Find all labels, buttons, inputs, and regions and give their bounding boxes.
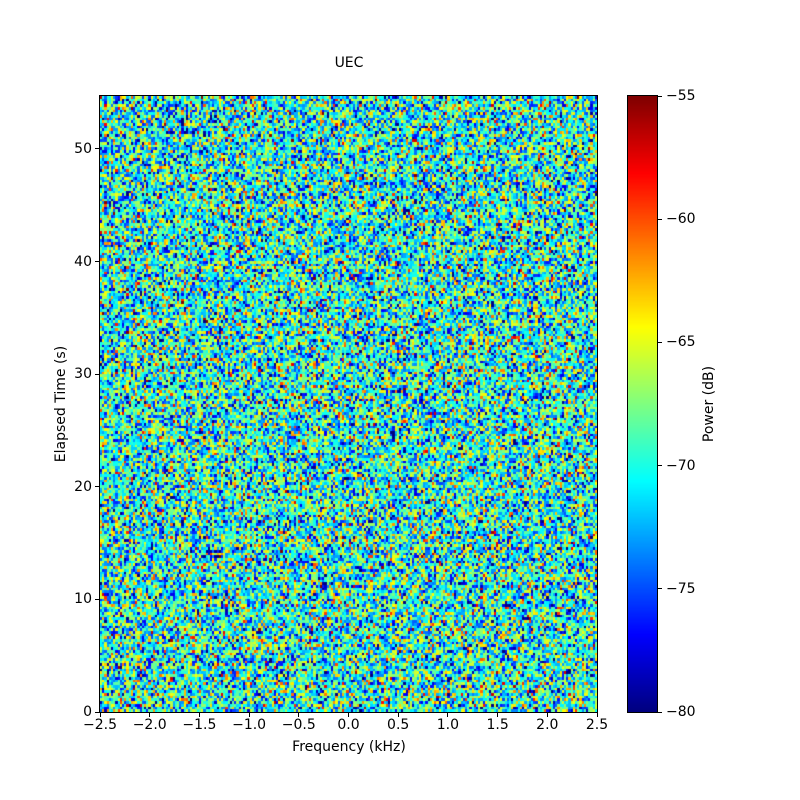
y-tick-label: 50	[74, 140, 92, 157]
x-tick-mark	[99, 713, 101, 717]
y-tick-mark	[95, 261, 99, 263]
x-tick-mark	[149, 713, 151, 717]
x-axis-label: Frequency (kHz)	[292, 739, 406, 755]
x-tick-label: 0.5	[387, 717, 410, 733]
y-tick-label: 40	[74, 253, 92, 270]
colorbar-tick-label: −65	[666, 334, 696, 351]
x-tick-mark	[497, 713, 499, 717]
x-tick-mark	[198, 713, 200, 717]
colorbar-tick-mark	[658, 465, 662, 467]
x-tick-label: −1.5	[182, 717, 217, 733]
y-tick-mark	[95, 373, 99, 375]
colorbar-tick-label: −55	[666, 88, 696, 104]
x-tick-mark	[397, 713, 399, 717]
colorbar-tick-label: −80	[666, 704, 696, 720]
x-tick-mark	[348, 713, 349, 717]
x-tick-mark	[248, 713, 250, 717]
spectrogram-heatmap-canvas	[100, 96, 597, 712]
y-tick-mark	[95, 148, 99, 150]
y-tick-label: 10	[74, 591, 92, 608]
colorbar-tick-mark	[658, 95, 662, 97]
colorbar-label: Power (dB)	[701, 365, 717, 443]
colorbar-tick-mark	[658, 218, 662, 220]
y-axis-label: Elapsed Time (s)	[53, 345, 69, 463]
x-tick-mark	[546, 713, 548, 717]
x-tick-label: −1.0	[232, 717, 267, 733]
x-tick-label: −2.5	[83, 717, 117, 733]
colorbar-tick-mark	[658, 341, 662, 343]
colorbar-tick-label: −70	[666, 457, 696, 474]
y-tick-label: 0	[83, 704, 92, 720]
x-tick-label: 0.0	[337, 717, 360, 733]
colorbar-tick-label: −60	[666, 211, 696, 228]
colorbar	[627, 95, 658, 713]
x-tick-mark	[298, 713, 300, 717]
x-tick-label: −2.0	[132, 717, 167, 733]
colorbar-tick-mark	[658, 588, 662, 590]
spectrogram-plot-area	[99, 95, 598, 713]
x-tick-label: 1.5	[486, 717, 509, 733]
colorbar-tick-label: −75	[666, 580, 696, 597]
plot-title: UEC	[334, 55, 364, 71]
y-tick-label: 20	[74, 478, 92, 495]
x-tick-label: 2.5	[585, 717, 609, 733]
x-tick-mark	[447, 713, 449, 717]
y-tick-mark	[95, 598, 99, 600]
colorbar-gradient-canvas	[628, 96, 657, 712]
x-tick-label: 1.0	[436, 717, 460, 733]
colorbar-tick-mark	[658, 711, 662, 713]
y-tick-label: 30	[74, 366, 92, 383]
y-tick-mark	[95, 711, 99, 713]
x-tick-label: 2.0	[536, 717, 559, 733]
x-tick-mark	[596, 713, 598, 717]
y-tick-mark	[95, 486, 99, 488]
x-tick-label: −0.5	[281, 717, 316, 733]
